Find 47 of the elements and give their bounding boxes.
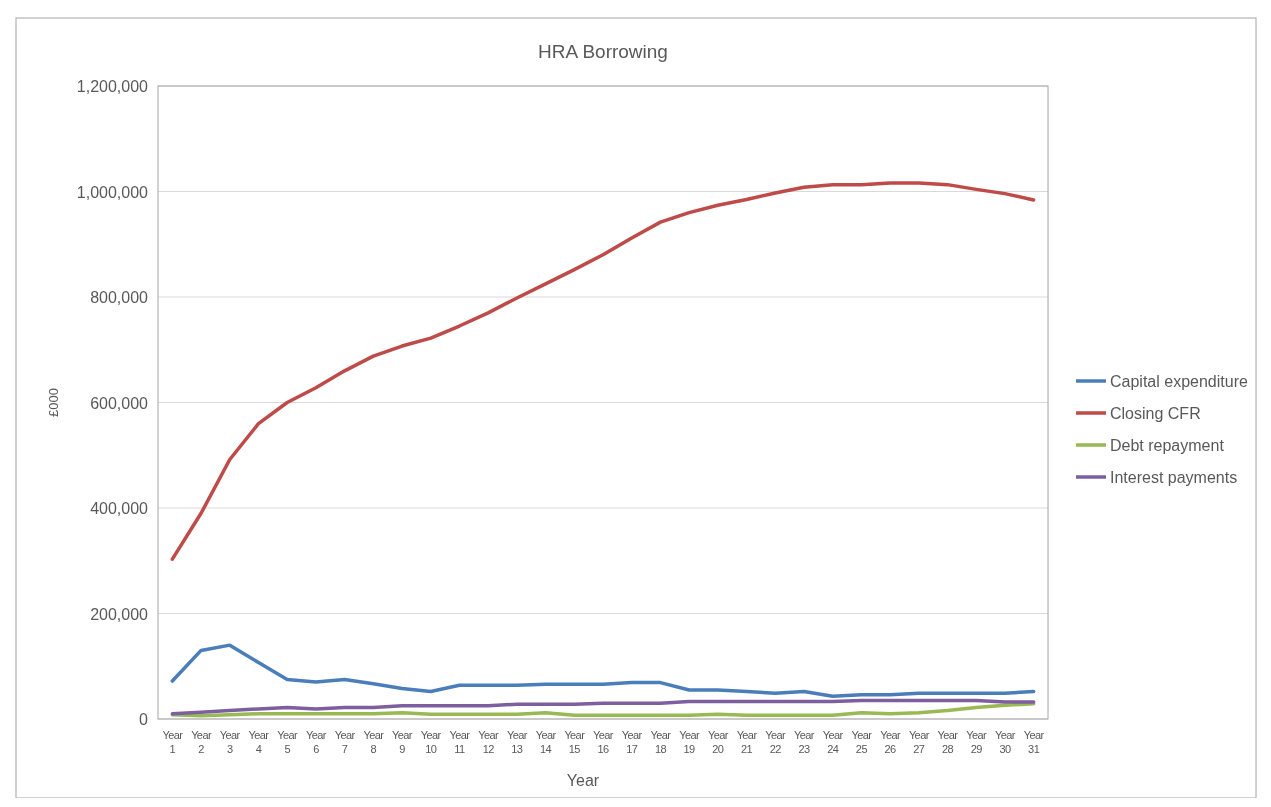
x-tick-label: Year 6 xyxy=(305,729,327,755)
chart-title: HRA Borrowing xyxy=(538,41,668,62)
y-tick-label: 1,000,000 xyxy=(76,183,149,201)
x-tick-label: Year 1 xyxy=(162,729,184,755)
x-tick-label: Year 4 xyxy=(248,729,270,755)
x-tick-label: Year 23 xyxy=(794,729,815,755)
x-tick-label: Year 19 xyxy=(679,729,700,755)
x-tick-label: Year 2 xyxy=(191,729,212,755)
x-tick-label: Year 26 xyxy=(880,729,901,755)
legend-label: Debt repayment xyxy=(1110,437,1225,454)
x-tick-label: Year 16 xyxy=(593,729,614,755)
y-tick-label: 1,200,000 xyxy=(76,78,149,95)
x-tick-label: Year 14 xyxy=(535,729,557,755)
line-series xyxy=(170,643,1036,699)
x-tick-label: Year 5 xyxy=(277,729,299,755)
x-tick-label: Year 18 xyxy=(650,729,672,755)
y-tick-label: 0 xyxy=(139,711,149,728)
x-tick-label: Year 3 xyxy=(219,729,241,755)
x-tick-label: Year 22 xyxy=(765,729,787,755)
x-tick-label: Year 20 xyxy=(707,729,729,755)
y-tick-label: 200,000 xyxy=(90,605,149,623)
y-tick-label: 400,000 xyxy=(90,500,149,517)
line-series xyxy=(170,181,1036,561)
legend-label: Closing CFR xyxy=(1110,405,1201,422)
x-tick-label: Year 7 xyxy=(334,729,356,755)
legend-label: Capital expenditure xyxy=(1110,373,1248,390)
x-tick-label: Year 13 xyxy=(506,729,528,755)
legend-label: Interest payments xyxy=(1110,469,1238,486)
x-tick-label: Year 12 xyxy=(478,729,500,755)
y-tick-label: 800,000 xyxy=(90,289,149,306)
x-tick-label: Year 11 xyxy=(449,729,471,755)
x-tick-label: Year 28 xyxy=(937,729,959,755)
x-tick-label: Year 25 xyxy=(851,729,873,755)
x-tick-label: Year 21 xyxy=(736,729,758,755)
x-tick-label: Year 31 xyxy=(1023,729,1045,755)
x-tick-label: Year 10 xyxy=(420,729,442,755)
x-tick-label: Year 17 xyxy=(621,729,643,755)
y-axis-title: £000 xyxy=(46,388,61,417)
x-tick-label: Year 8 xyxy=(363,729,385,755)
x-tick-label: Year 27 xyxy=(908,729,930,755)
x-tick-label: Year 9 xyxy=(392,729,413,755)
x-tick-label: Year 15 xyxy=(564,729,586,755)
x-tick-label: Year 29 xyxy=(966,729,988,755)
y-tick-label: 600,000 xyxy=(90,394,149,412)
x-tick-label: Year 30 xyxy=(995,729,1016,755)
x-axis-title: Year xyxy=(566,772,600,789)
x-tick-label: Year 24 xyxy=(822,729,844,755)
